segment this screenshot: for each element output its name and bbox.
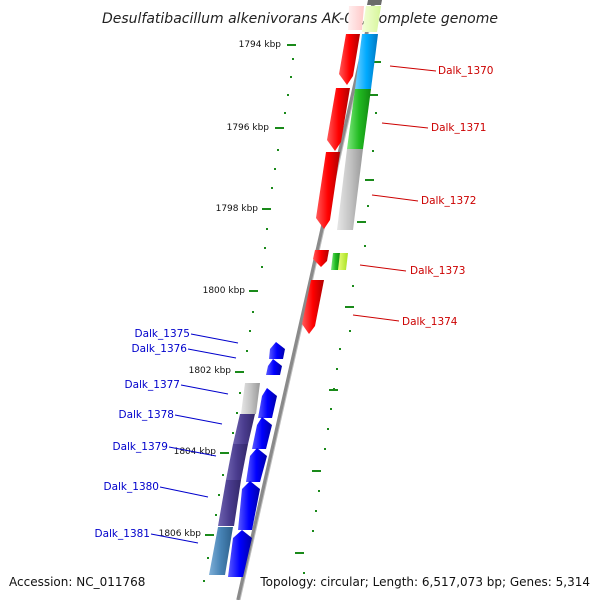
gene-label[interactable]: Dalk_1377 <box>125 379 181 391</box>
function-blocks-left <box>209 383 260 575</box>
gene-label[interactable]: Dalk_1373 <box>410 265 466 277</box>
gene-label[interactable]: Dalk_1371 <box>431 122 487 134</box>
gene-arrow <box>302 280 324 334</box>
forward-strand-genes <box>302 6 364 334</box>
diagram-title: Desulfatibacillum alkenivorans AK-01, co… <box>102 11 498 27</box>
gene-arrow <box>313 250 329 267</box>
gene-label[interactable]: Dalk_1374 <box>402 316 458 328</box>
gene-arrow <box>228 530 252 577</box>
gene-arrow <box>258 388 277 418</box>
gene-label[interactable]: Dalk_1370 <box>438 65 494 77</box>
gene-arrow <box>266 359 282 375</box>
kbp-label: 1806 kbp <box>159 529 202 539</box>
gene-label[interactable]: Dalk_1378 <box>119 409 175 421</box>
sequence-backbone <box>236 0 376 600</box>
reverse-strand-genes <box>228 342 285 577</box>
function-blocks-right <box>331 0 382 270</box>
kbp-label: 1800 kbp <box>203 286 246 296</box>
gene-arrow <box>238 481 260 530</box>
right-gene-labels: Dalk_1370 Dalk_1371 Dalk_1372 Dalk_1373 … <box>352 65 494 328</box>
right-scale-dots <box>303 112 377 574</box>
gene-arrow <box>269 342 285 359</box>
gene-label[interactable]: Dalk_1376 <box>132 343 188 355</box>
gene-arrow <box>339 34 360 85</box>
kbp-label: 1798 kbp <box>216 204 259 214</box>
kbp-scale-dots <box>203 58 294 582</box>
gene-label[interactable]: Dalk_1381 <box>95 528 151 540</box>
gene-segment <box>348 6 364 30</box>
gene-arrow <box>246 448 267 482</box>
kbp-label: 1796 kbp <box>227 123 270 133</box>
gene-label[interactable]: Dalk_1380 <box>104 481 160 493</box>
accession-text: Accession: NC_011768 <box>9 575 145 589</box>
gene-arrow <box>316 152 340 229</box>
topology-text: Topology: circular; Length: 6,517,073 bp… <box>259 575 590 589</box>
kbp-label: 1802 kbp <box>189 366 232 376</box>
gene-label[interactable]: Dalk_1372 <box>421 195 477 207</box>
right-scale-majors <box>295 61 381 554</box>
left-gene-labels: Dalk_1375 Dalk_1376 Dalk_1377 Dalk_1378 … <box>95 328 239 544</box>
gene-label[interactable]: Dalk_1379 <box>113 441 169 453</box>
kbp-scale-majors <box>205 44 296 536</box>
kbp-label: 1794 kbp <box>239 40 282 50</box>
gene-label[interactable]: Dalk_1375 <box>135 328 191 340</box>
gene-arrow <box>252 417 272 449</box>
gene-arrow <box>327 88 350 151</box>
